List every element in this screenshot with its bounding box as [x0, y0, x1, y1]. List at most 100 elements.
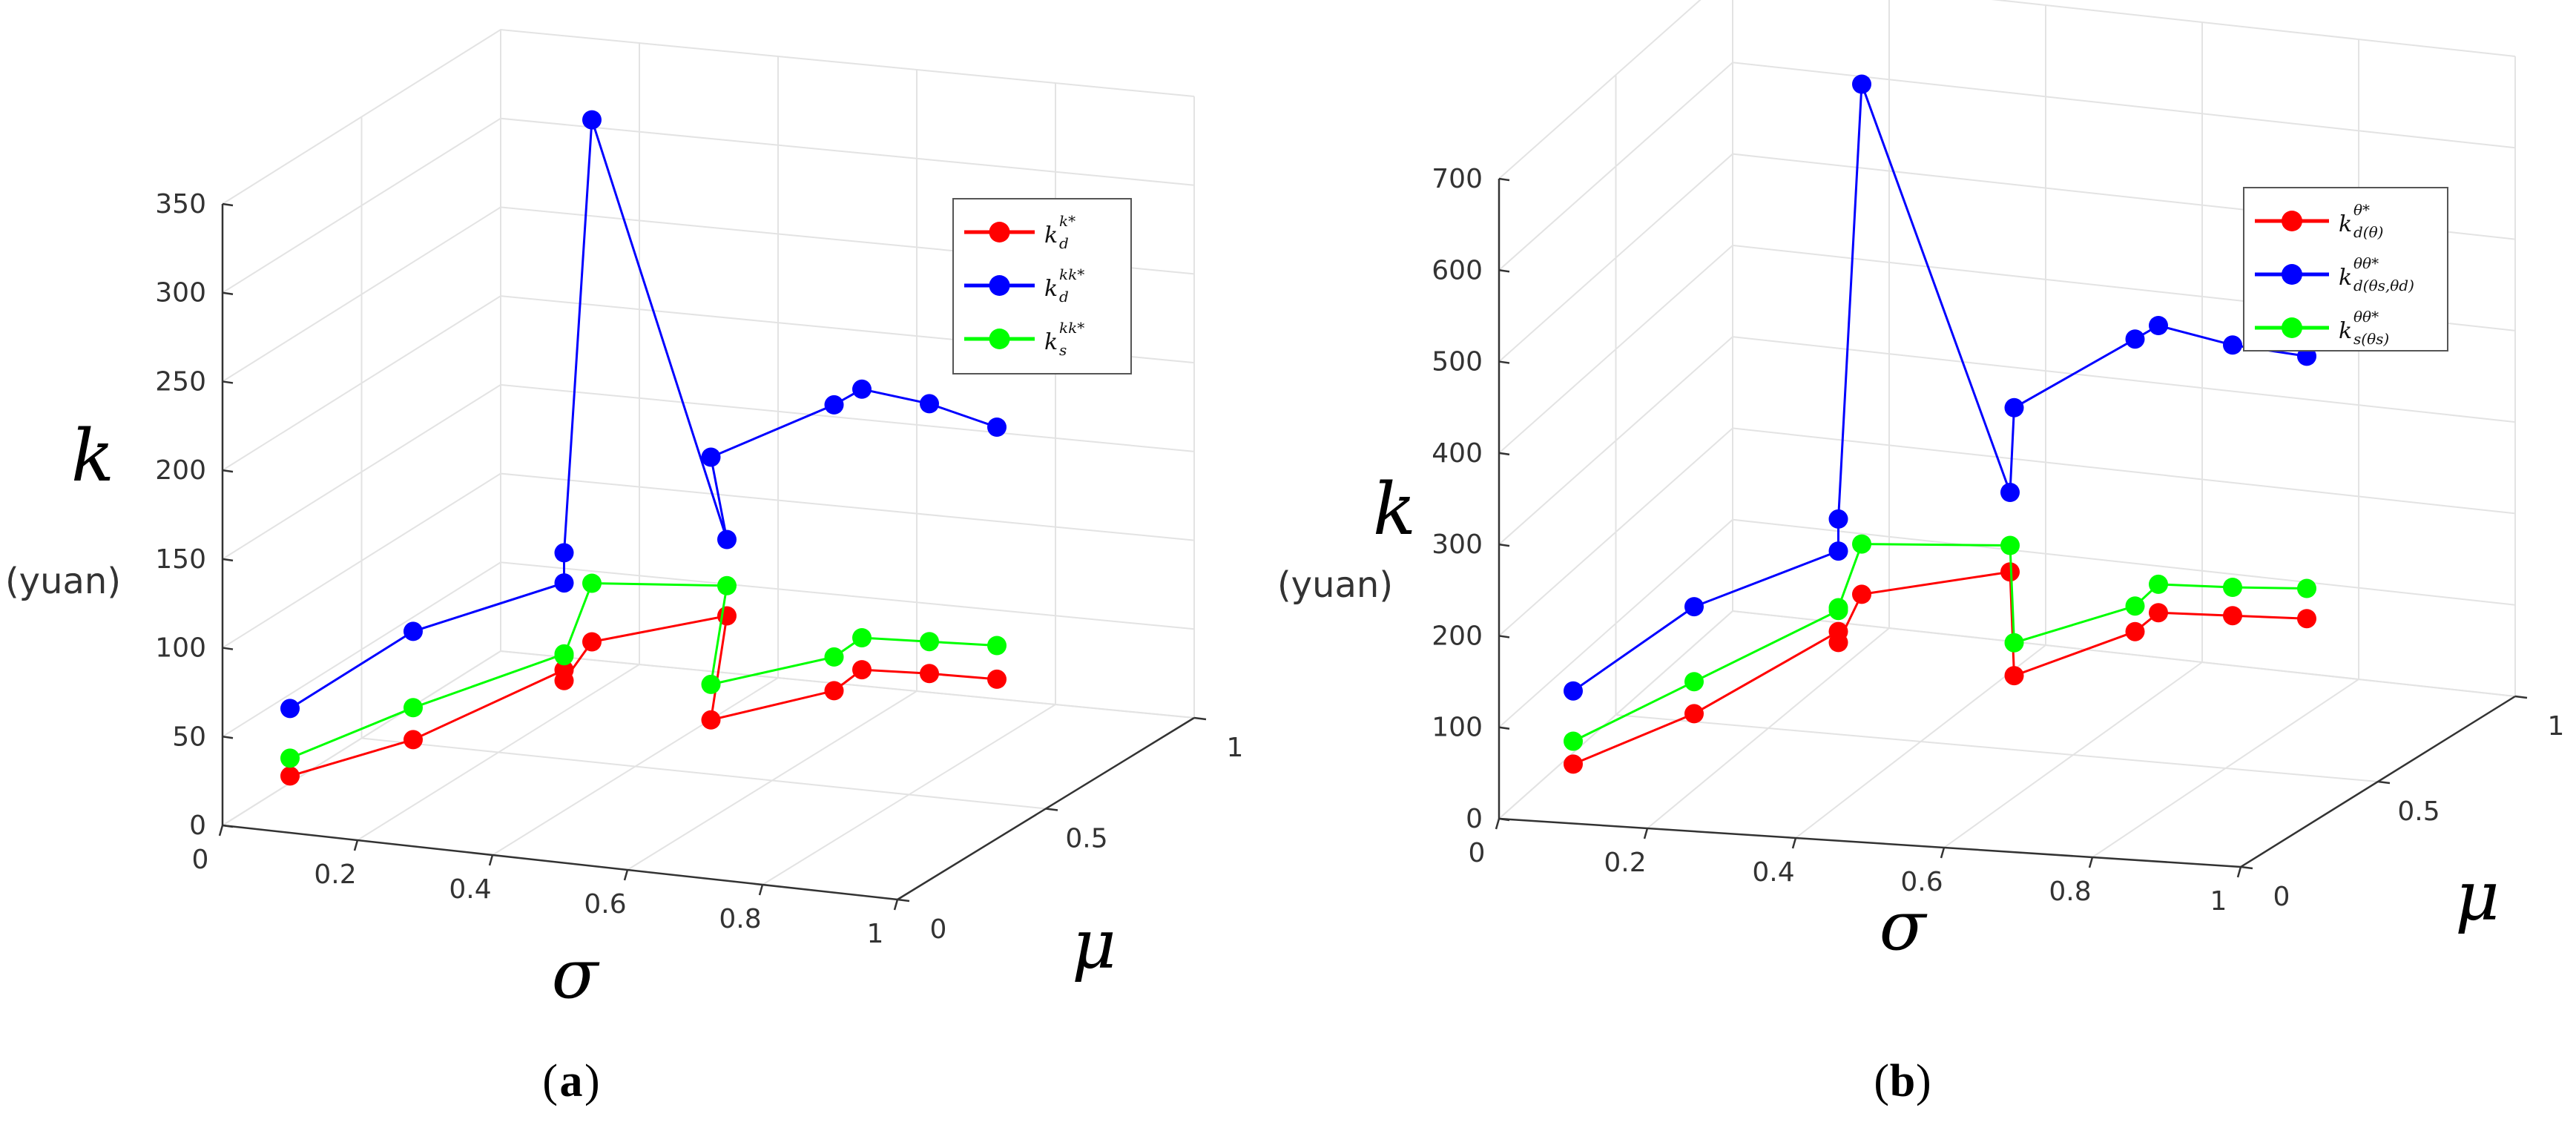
legend-label-sub: d(θ): [2353, 223, 2383, 241]
legend-label-sup: θθ*: [2353, 308, 2379, 326]
z-tick: [222, 202, 234, 207]
legend-label-base: k: [2339, 211, 2352, 237]
data-point: [717, 575, 737, 595]
data-point: [1828, 633, 1848, 653]
legend-label-sub: s: [1059, 341, 1067, 359]
data-point: [403, 730, 423, 750]
svg-text:): ): [584, 1056, 600, 1106]
mu-tick-label: 0: [930, 914, 947, 945]
z-tick: [1498, 269, 1510, 273]
data-point: [2149, 574, 2168, 594]
gridline: [1498, 427, 2516, 637]
sigma-tick-label: 0.6: [1900, 867, 1943, 897]
mu-tick-label: 1: [2548, 711, 2565, 742]
data-point: [852, 379, 872, 399]
z-axis-label: k: [71, 415, 114, 498]
sigma-tick-label: 0.6: [584, 889, 626, 920]
legend-label-sup: kk*: [1059, 319, 1084, 337]
data-point: [1564, 731, 1583, 751]
z-tick-label: 0: [1466, 804, 1483, 834]
legend-label-sup: θθ*: [2353, 254, 2379, 272]
sigma-axis-label: σ: [1880, 886, 1928, 966]
caption-b: ( b ): [1874, 1056, 1931, 1106]
z-tick-label: 300: [155, 278, 206, 308]
z-tick-label: 150: [155, 544, 206, 575]
legend-swatch-marker: [2282, 211, 2302, 231]
data-point: [280, 766, 300, 786]
mu-axis-label: μ: [1072, 905, 1116, 984]
z-tick-label: 200: [155, 455, 206, 486]
data-point: [1684, 704, 1704, 724]
data-point: [2223, 578, 2242, 597]
series-line: [1572, 570, 2307, 765]
svg-text:): ): [1916, 1056, 1931, 1106]
data-point: [2004, 666, 2024, 686]
gridline: [1615, 714, 2379, 782]
data-point: [824, 647, 844, 667]
legend-label-sub: d: [1059, 288, 1069, 306]
legend-label-base: k: [1044, 276, 1058, 302]
sigma-tick-label: 0: [1469, 838, 1486, 868]
data-point: [1684, 672, 1704, 692]
series-3: [280, 573, 1007, 768]
sigma-tick-label: 0: [192, 845, 209, 875]
data-point: [1828, 509, 1848, 529]
z-tick: [222, 736, 234, 739]
data-point: [987, 669, 1007, 689]
gridline: [361, 737, 1047, 810]
mu-tick-label: 0.5: [2397, 796, 2440, 827]
mu-tick-label: 1: [1227, 733, 1244, 763]
sigma-tick: [1495, 818, 1501, 830]
mu-tick-label: 0: [2273, 882, 2290, 912]
sigma-tick-label: 1: [867, 919, 884, 949]
svg-text:a: a: [560, 1056, 583, 1106]
z-tick-label: 200: [1432, 621, 1483, 651]
data-point: [1828, 598, 1848, 618]
data-point: [2223, 606, 2242, 626]
legend-swatch-marker: [2282, 264, 2302, 285]
series-line: [1572, 543, 2307, 742]
chart-panel-b: 0 100 200 300 400 500 600 700 0 0.2 0.4 0.6 0.8 1 0 0.5…: [1277, 0, 2565, 966]
gridline: [222, 28, 1195, 205]
legend-swatch-marker: [989, 329, 1010, 349]
z-tick-label: 50: [172, 722, 206, 752]
mu-tick: [2514, 695, 2528, 699]
data-point: [2297, 578, 2316, 598]
z-tick-label: 0: [189, 811, 206, 841]
data-point: [1852, 74, 1871, 94]
gridline: [1498, 336, 2516, 545]
sigma-tick: [1791, 837, 1797, 849]
gridline: [500, 650, 1195, 719]
sigma-tick-label: 0.8: [719, 904, 761, 934]
data-point: [920, 394, 939, 414]
z-axis-unit: (yuan): [1277, 564, 1393, 606]
z-tick: [1498, 360, 1510, 364]
data-point: [852, 660, 872, 680]
legend-label-base: k: [2339, 318, 2352, 344]
mu-tick: [2377, 780, 2391, 785]
sigma-tick: [623, 869, 629, 881]
gridline: [1732, 610, 2516, 697]
data-point: [1564, 681, 1583, 701]
z-tick: [222, 291, 234, 295]
data-point: [582, 632, 602, 652]
series-1: [280, 606, 1007, 786]
gridline: [222, 472, 1195, 649]
sigma-tick: [2236, 866, 2242, 878]
z-axis-unit: (yuan): [5, 561, 121, 602]
series-2: [280, 110, 1007, 719]
data-point: [2004, 397, 2024, 418]
legend-label-sup: θ*: [2353, 201, 2370, 219]
sigma-tick: [218, 825, 224, 836]
legend-label-sub: s(θs): [2353, 330, 2389, 348]
data-point: [403, 621, 423, 641]
data-point: [1564, 754, 1583, 774]
gridline: [222, 561, 1195, 738]
sigma-tick-label: 0.4: [1752, 857, 1794, 888]
z-tick-label: 500: [1432, 347, 1483, 377]
data-point: [824, 681, 844, 701]
data-point: [280, 699, 300, 719]
z-tick: [222, 647, 234, 650]
data-point: [582, 110, 602, 130]
legend-label-sub: d(θs,θd): [2353, 277, 2414, 294]
